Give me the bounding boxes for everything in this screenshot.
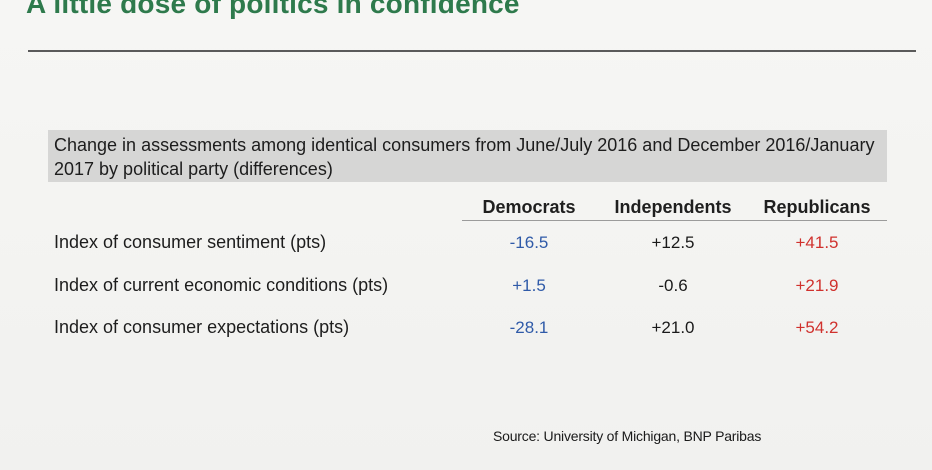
row-label-consumer-sentiment: Index of consumer sentiment (pts) bbox=[54, 232, 327, 252]
caption-background bbox=[48, 130, 887, 182]
cell-independents-expectations: +21.0 bbox=[651, 318, 695, 337]
cell-democrats-conditions: +1.5 bbox=[512, 276, 546, 295]
column-header-republicans: Republicans bbox=[763, 197, 871, 217]
cell-independents-conditions: -0.6 bbox=[658, 276, 688, 295]
cell-republicans-expectations: +54.2 bbox=[795, 318, 839, 337]
cell-democrats-sentiment: -16.5 bbox=[509, 233, 549, 252]
cell-republicans-conditions: +21.9 bbox=[795, 276, 839, 295]
title-divider bbox=[28, 50, 916, 52]
cell-independents-sentiment: +12.5 bbox=[651, 233, 695, 252]
table-caption: Change in assessments among identical co… bbox=[54, 135, 875, 179]
column-header-independents: Independents bbox=[614, 197, 732, 217]
cell-democrats-expectations: -28.1 bbox=[509, 318, 549, 337]
column-header-democrats: Democrats bbox=[482, 197, 576, 217]
page-title: A little dose of politics in confidence bbox=[26, 0, 520, 19]
cell-republicans-sentiment: +41.5 bbox=[795, 233, 839, 252]
row-label-current-conditions: Index of current economic conditions (pt… bbox=[54, 275, 389, 295]
source-note: Source: University of Michigan, BNP Pari… bbox=[493, 428, 762, 444]
row-label-consumer-expectations: Index of consumer expectations (pts) bbox=[54, 317, 350, 337]
header-divider bbox=[462, 220, 887, 221]
